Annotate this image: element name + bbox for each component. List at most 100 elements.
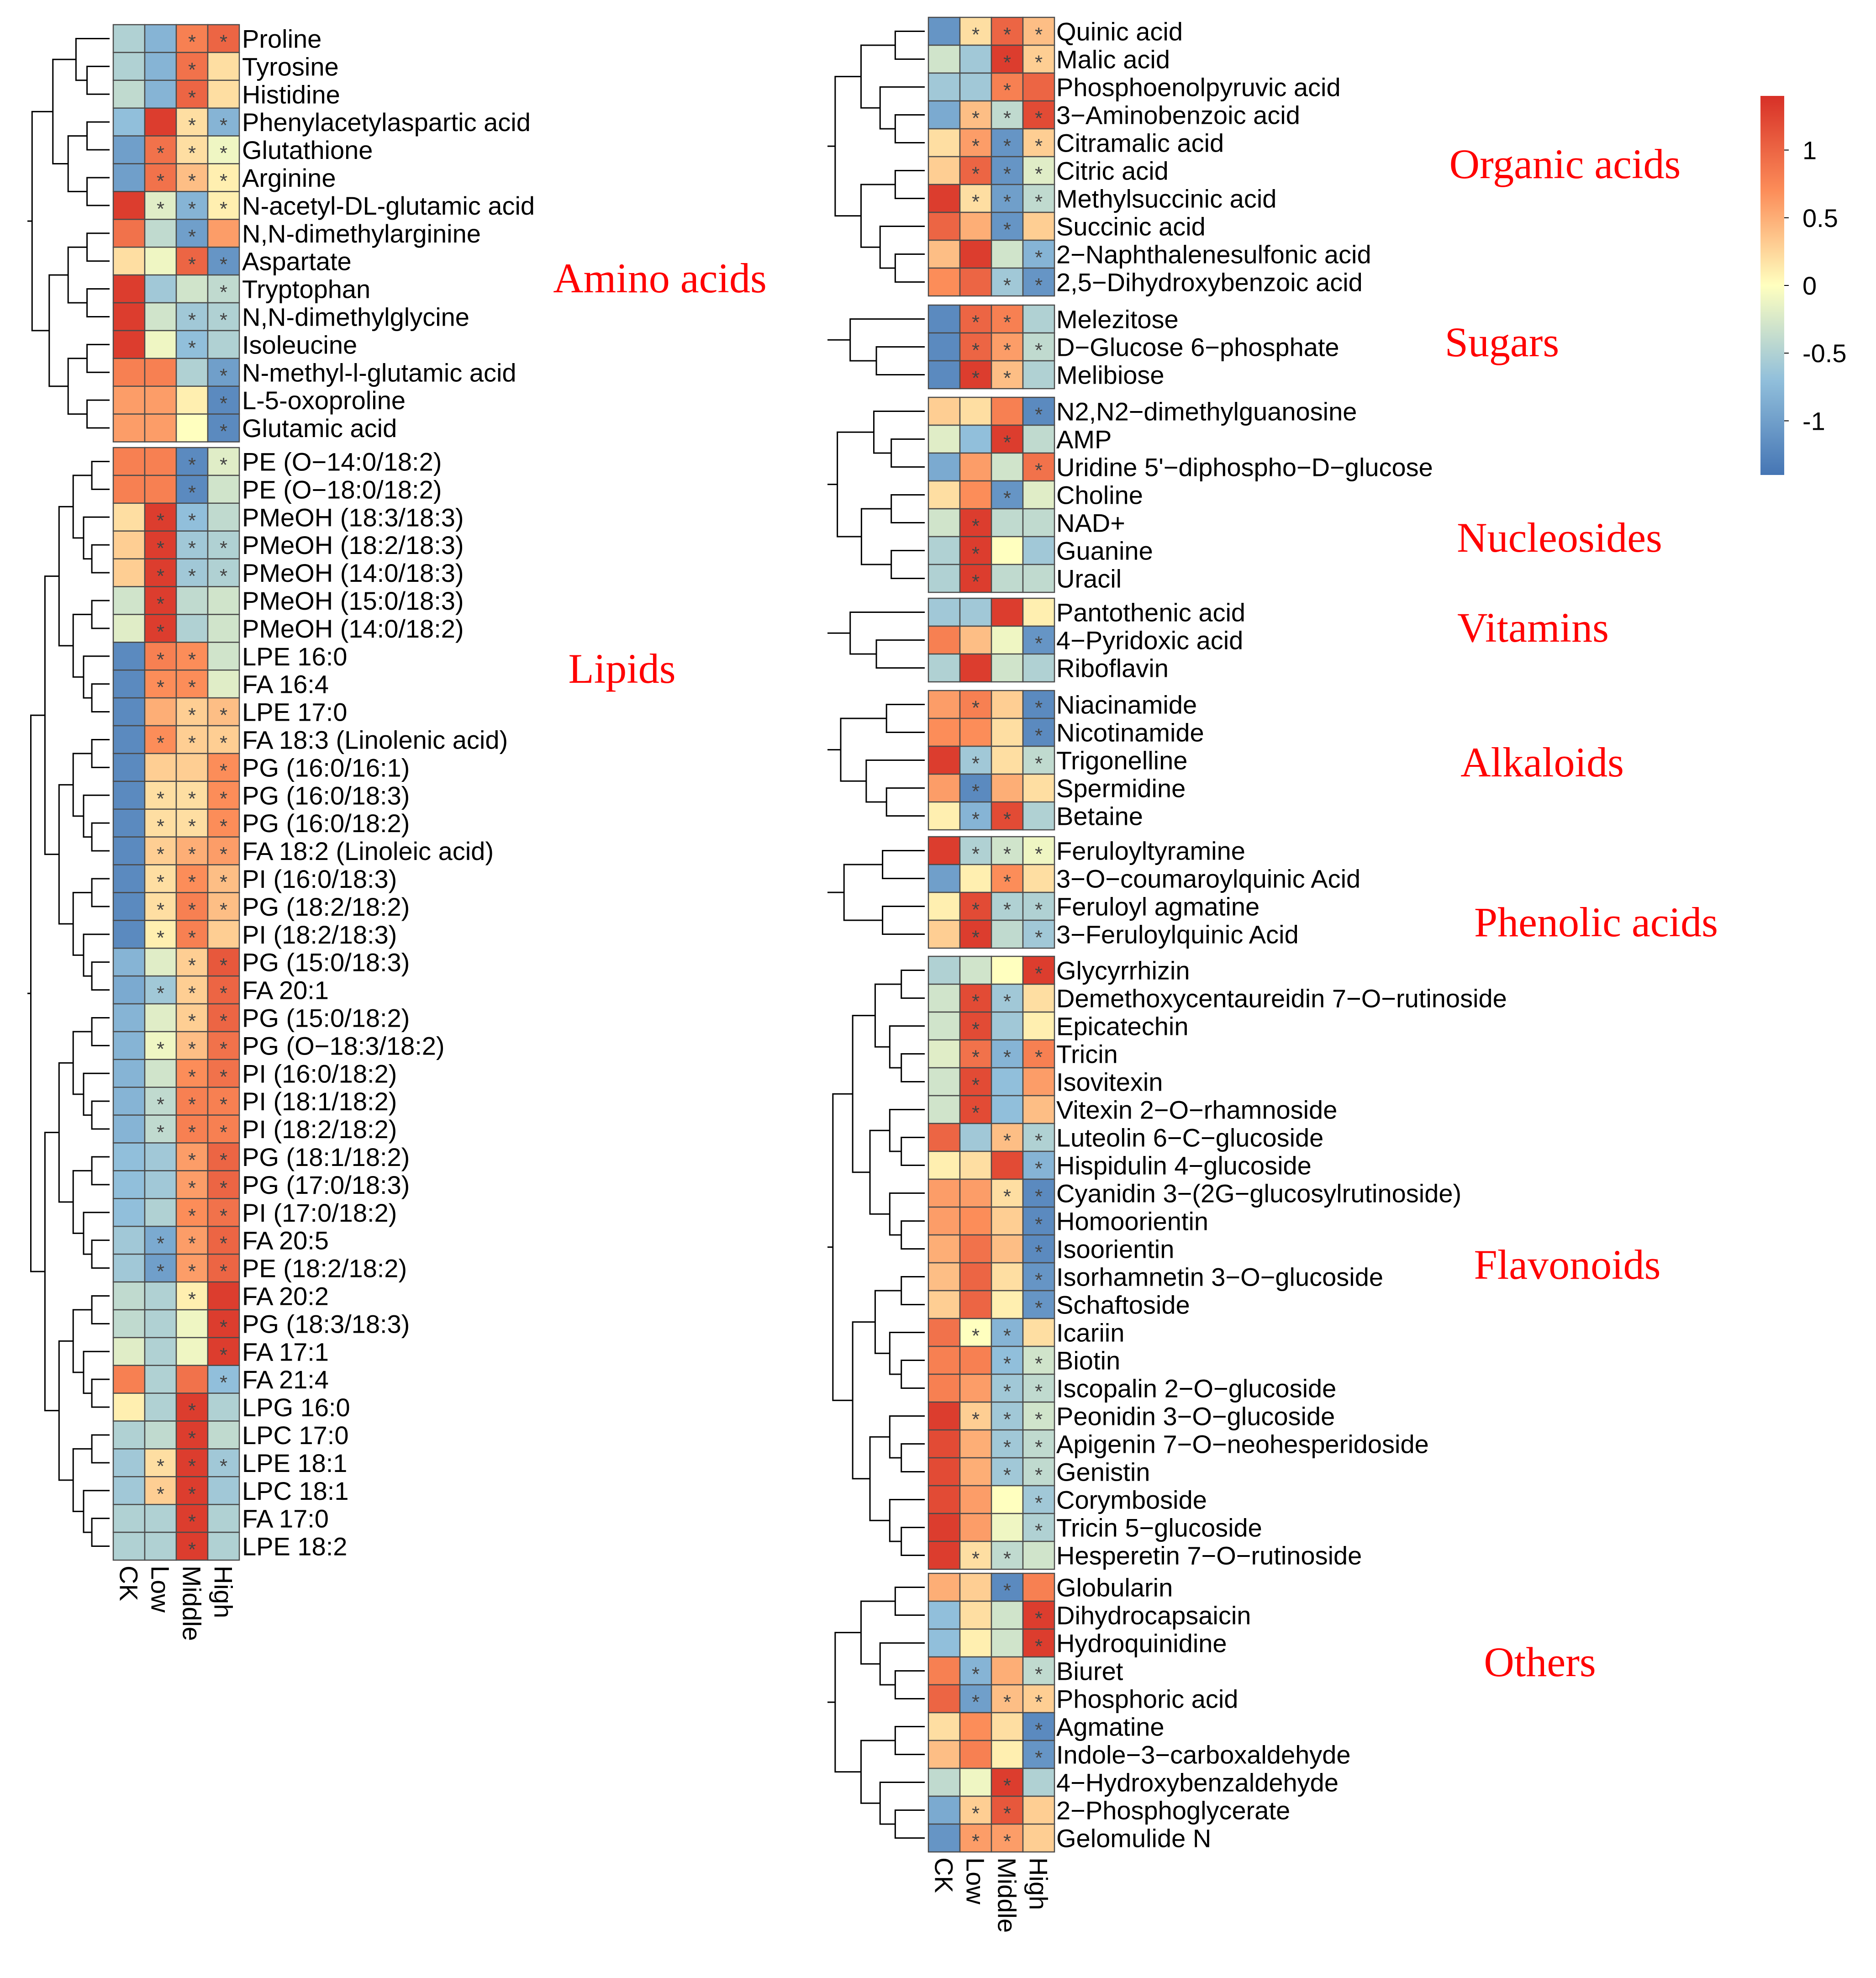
- row-label-choline: Choline: [1056, 481, 1143, 510]
- significance-star: *: [188, 955, 196, 977]
- dendrogram-branch: [869, 1436, 890, 1521]
- cell-corymboside-middle: [991, 1485, 1024, 1514]
- cell-lpc-18-1-ck: [112, 1476, 146, 1505]
- significance-star: *: [1035, 163, 1043, 185]
- row-label-phosphoenolpyruvic-acid: Phosphoenolpyruvic acid: [1056, 73, 1341, 102]
- dendrogram-branch: [91, 600, 110, 629]
- significance-star: *: [157, 843, 164, 865]
- cell-melezitose-low: [959, 304, 992, 334]
- significance-star: *: [220, 1205, 227, 1227]
- significance-star: *: [1035, 191, 1043, 213]
- cell-pmeoh-18-3-18-3-low: [144, 502, 177, 532]
- cell-fa-20-2-low: [144, 1281, 177, 1311]
- cell-lpc-17-0-high: [207, 1420, 240, 1450]
- row-label-melibiose: Melibiose: [1056, 361, 1165, 390]
- cell-pg-16-0-18-2-high: [207, 808, 240, 838]
- cell-schaftoside-middle: [991, 1290, 1024, 1319]
- significance-star: *: [220, 899, 227, 921]
- significance-star: *: [188, 1261, 196, 1283]
- dendrogram-branch: [91, 1295, 110, 1324]
- dendrogram-branch: [889, 1109, 925, 1152]
- legend-color-bar: [1760, 96, 1784, 475]
- cell-2-5-dihydroxybenzoic-acid-low: [959, 267, 992, 297]
- cell-fa-20-5-ck: [112, 1225, 146, 1255]
- cell-aspartate-ck: [112, 246, 146, 276]
- cell-amp-ck: [927, 424, 961, 454]
- row-label-3-aminobenzoic-acid: 3−Aminobenzoic acid: [1056, 101, 1300, 130]
- significance-star: *: [157, 509, 164, 532]
- dendrogram-branch: [72, 1031, 92, 1095]
- cell-lpg-16-0-middle: [175, 1393, 209, 1422]
- significance-star: *: [1003, 274, 1011, 297]
- cell-pantothenic-acid-low: [959, 597, 992, 627]
- class-labels: Amino acids Lipids Organic acids Sugars Nucl…: [553, 141, 1718, 1685]
- cell-isorhamnetin-3-o-glucoside-low: [959, 1262, 992, 1292]
- cell-homoorientin-low: [959, 1206, 992, 1236]
- cell-citramalic-acid-low: [959, 128, 992, 158]
- dendrogram-branch: [894, 1670, 925, 1699]
- significance-star: *: [220, 1371, 227, 1394]
- significance-star: *: [188, 1539, 196, 1561]
- cell-n-n-dimethylglycine-middle: [175, 302, 209, 332]
- cell-fa-17-1-low: [144, 1337, 177, 1366]
- cell-pg-15-0-18-2-high: [207, 1003, 240, 1033]
- significance-star: *: [1003, 367, 1011, 390]
- row-label-lpe-16-0: LPE 16:0: [242, 642, 347, 671]
- significance-star: *: [157, 537, 164, 559]
- significance-star: *: [220, 537, 227, 559]
- cell-melezitose-high: [1022, 304, 1055, 334]
- column-label-ck-left: CK: [115, 1566, 143, 1601]
- cell-pi-17-0-18-2-ck: [112, 1198, 146, 1227]
- cell-fa-21-4-ck: [112, 1365, 146, 1394]
- cell-schaftoside-high: [1022, 1290, 1055, 1319]
- significance-star: *: [220, 1261, 227, 1283]
- cell-agmatine-middle: [991, 1712, 1024, 1741]
- class-label-others: Others: [1484, 1639, 1596, 1685]
- significance-star: *: [157, 1121, 164, 1144]
- significance-star: *: [188, 927, 196, 949]
- significance-star: *: [1035, 1635, 1043, 1658]
- cell-indole-3-carboxaldehyde-low: [959, 1740, 992, 1769]
- significance-star: *: [1035, 107, 1043, 130]
- cell-pmeoh-15-0-18-3-high: [207, 586, 240, 615]
- column-label-low-left: Low: [146, 1566, 175, 1613]
- dendrogram-branch: [83, 516, 110, 560]
- row-label-pg-o-18-3-18-2: PG (O−18:3/18:2): [242, 1031, 445, 1060]
- significance-star: *: [972, 808, 980, 831]
- significance-star: *: [157, 593, 164, 615]
- row-label-homoorientin: Homoorientin: [1056, 1207, 1208, 1236]
- cell-lpe-18-2-middle: [175, 1531, 209, 1561]
- cell-trigonelline-ck: [927, 745, 961, 775]
- dendrogram-branch: [901, 1527, 925, 1556]
- cell-histidine-ck: [112, 79, 146, 109]
- cell-indole-3-carboxaldehyde-middle: [991, 1740, 1024, 1769]
- significance-star: *: [220, 142, 227, 164]
- cell-fa-18-3-linolenic-acid-middle: [175, 725, 209, 754]
- significance-star: *: [220, 1010, 227, 1032]
- cell-spermidine-ck: [927, 773, 961, 803]
- row-label-pe-o-14-0-18-2: PE (O−14:0/18:2): [242, 447, 442, 476]
- cell-guanine-middle: [991, 536, 1024, 565]
- row-label-lpc-17-0: LPC 17:0: [242, 1421, 349, 1450]
- cell-fa-18-3-linolenic-acid-ck: [112, 725, 146, 754]
- cell-2-naphthalenesulfonic-acid-middle: [991, 239, 1024, 269]
- row-label-3-feruloylquinic-acid: 3−Feruloylquinic Acid: [1056, 920, 1299, 949]
- dendrogram-branch: [91, 1156, 110, 1186]
- cell-hispidulin-4-glucoside-middle: [991, 1150, 1024, 1180]
- significance-star: *: [1035, 1241, 1043, 1264]
- cell-pg-17-0-18-3-low: [144, 1170, 177, 1199]
- cell-pe-o-18-0-18-2-ck: [112, 475, 146, 504]
- dendrogram-branch: [52, 58, 76, 164]
- significance-star: *: [1035, 697, 1043, 719]
- significance-star: *: [188, 198, 196, 220]
- row-label-pg-15-0-18-3: PG (15:0/18:3): [242, 948, 410, 977]
- dendrogram-branch: [849, 612, 925, 655]
- cell-peonidin-3-o-glucoside-middle: [991, 1401, 1024, 1431]
- cell-pe-18-2-18-2-ck: [112, 1253, 146, 1283]
- significance-star: *: [157, 649, 164, 671]
- cell-hispidulin-4-glucoside-low: [959, 1150, 992, 1180]
- significance-star: *: [220, 955, 227, 977]
- dendrogram-branch: [67, 358, 87, 415]
- class-label-sugars: Sugars: [1445, 319, 1559, 365]
- dendrograms: [27, 31, 925, 1839]
